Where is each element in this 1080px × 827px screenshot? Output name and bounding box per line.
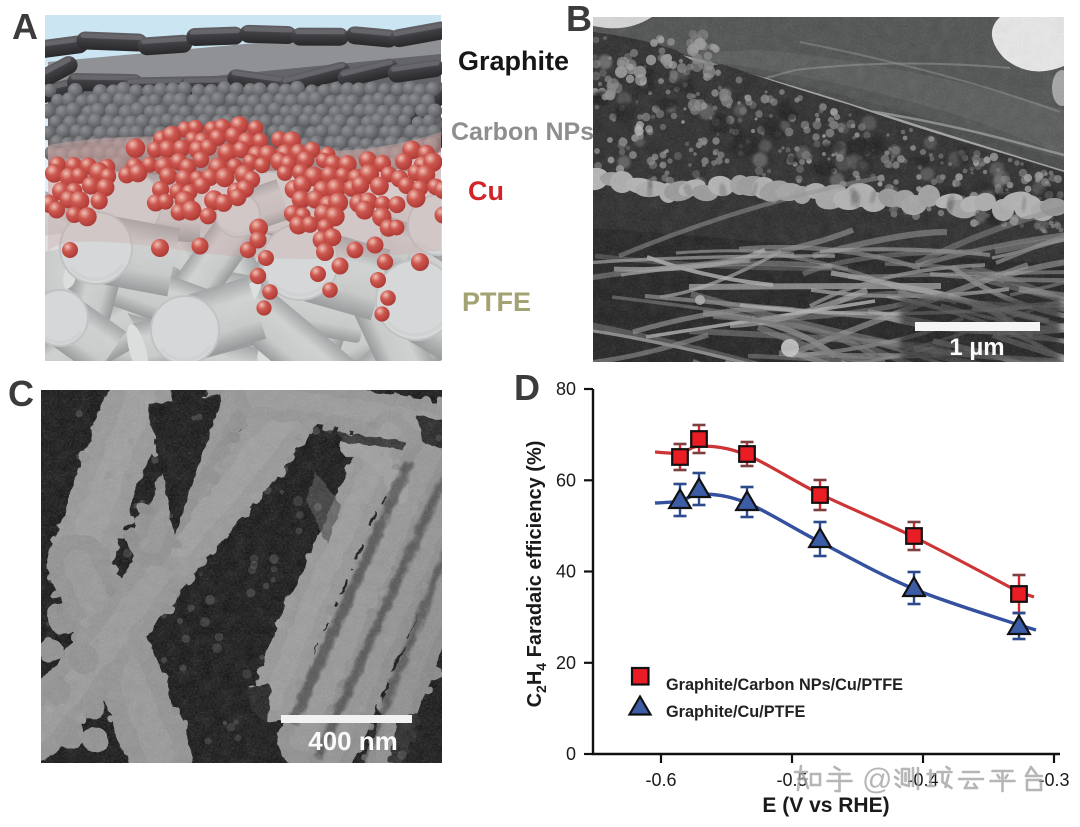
svg-text:400 nm: 400 nm xyxy=(308,726,398,756)
svg-text:Graphite/Carbon NPs/Cu/PTFE: Graphite/Carbon NPs/Cu/PTFE xyxy=(666,676,903,694)
svg-text:@: @ xyxy=(862,763,892,796)
svg-text:Cu: Cu xyxy=(468,176,504,206)
svg-text:C: C xyxy=(8,373,34,414)
svg-text:-0.3: -0.3 xyxy=(1038,770,1069,790)
svg-text:20: 20 xyxy=(556,653,576,673)
svg-text:Carbon NPs: Carbon NPs xyxy=(451,118,594,146)
svg-text:-0.6: -0.6 xyxy=(645,770,676,790)
svg-text:Graphite/Cu/PTFE: Graphite/Cu/PTFE xyxy=(666,703,805,721)
svg-text:E (V vs RHE): E (V vs RHE) xyxy=(762,794,889,817)
svg-text:0: 0 xyxy=(566,744,576,764)
svg-text:40: 40 xyxy=(556,562,576,582)
svg-text:Graphite: Graphite xyxy=(458,46,569,76)
svg-text:60: 60 xyxy=(556,470,576,490)
svg-text:1 µm: 1 µm xyxy=(949,334,1004,361)
svg-text:C2H4 Faradaic efficiency (%): C2H4 Faradaic efficiency (%) xyxy=(524,441,549,708)
svg-text:D: D xyxy=(514,367,540,408)
svg-text:PTFE: PTFE xyxy=(462,287,531,317)
svg-text:80: 80 xyxy=(556,379,576,399)
svg-text:B: B xyxy=(566,0,592,39)
svg-text:A: A xyxy=(12,6,38,47)
